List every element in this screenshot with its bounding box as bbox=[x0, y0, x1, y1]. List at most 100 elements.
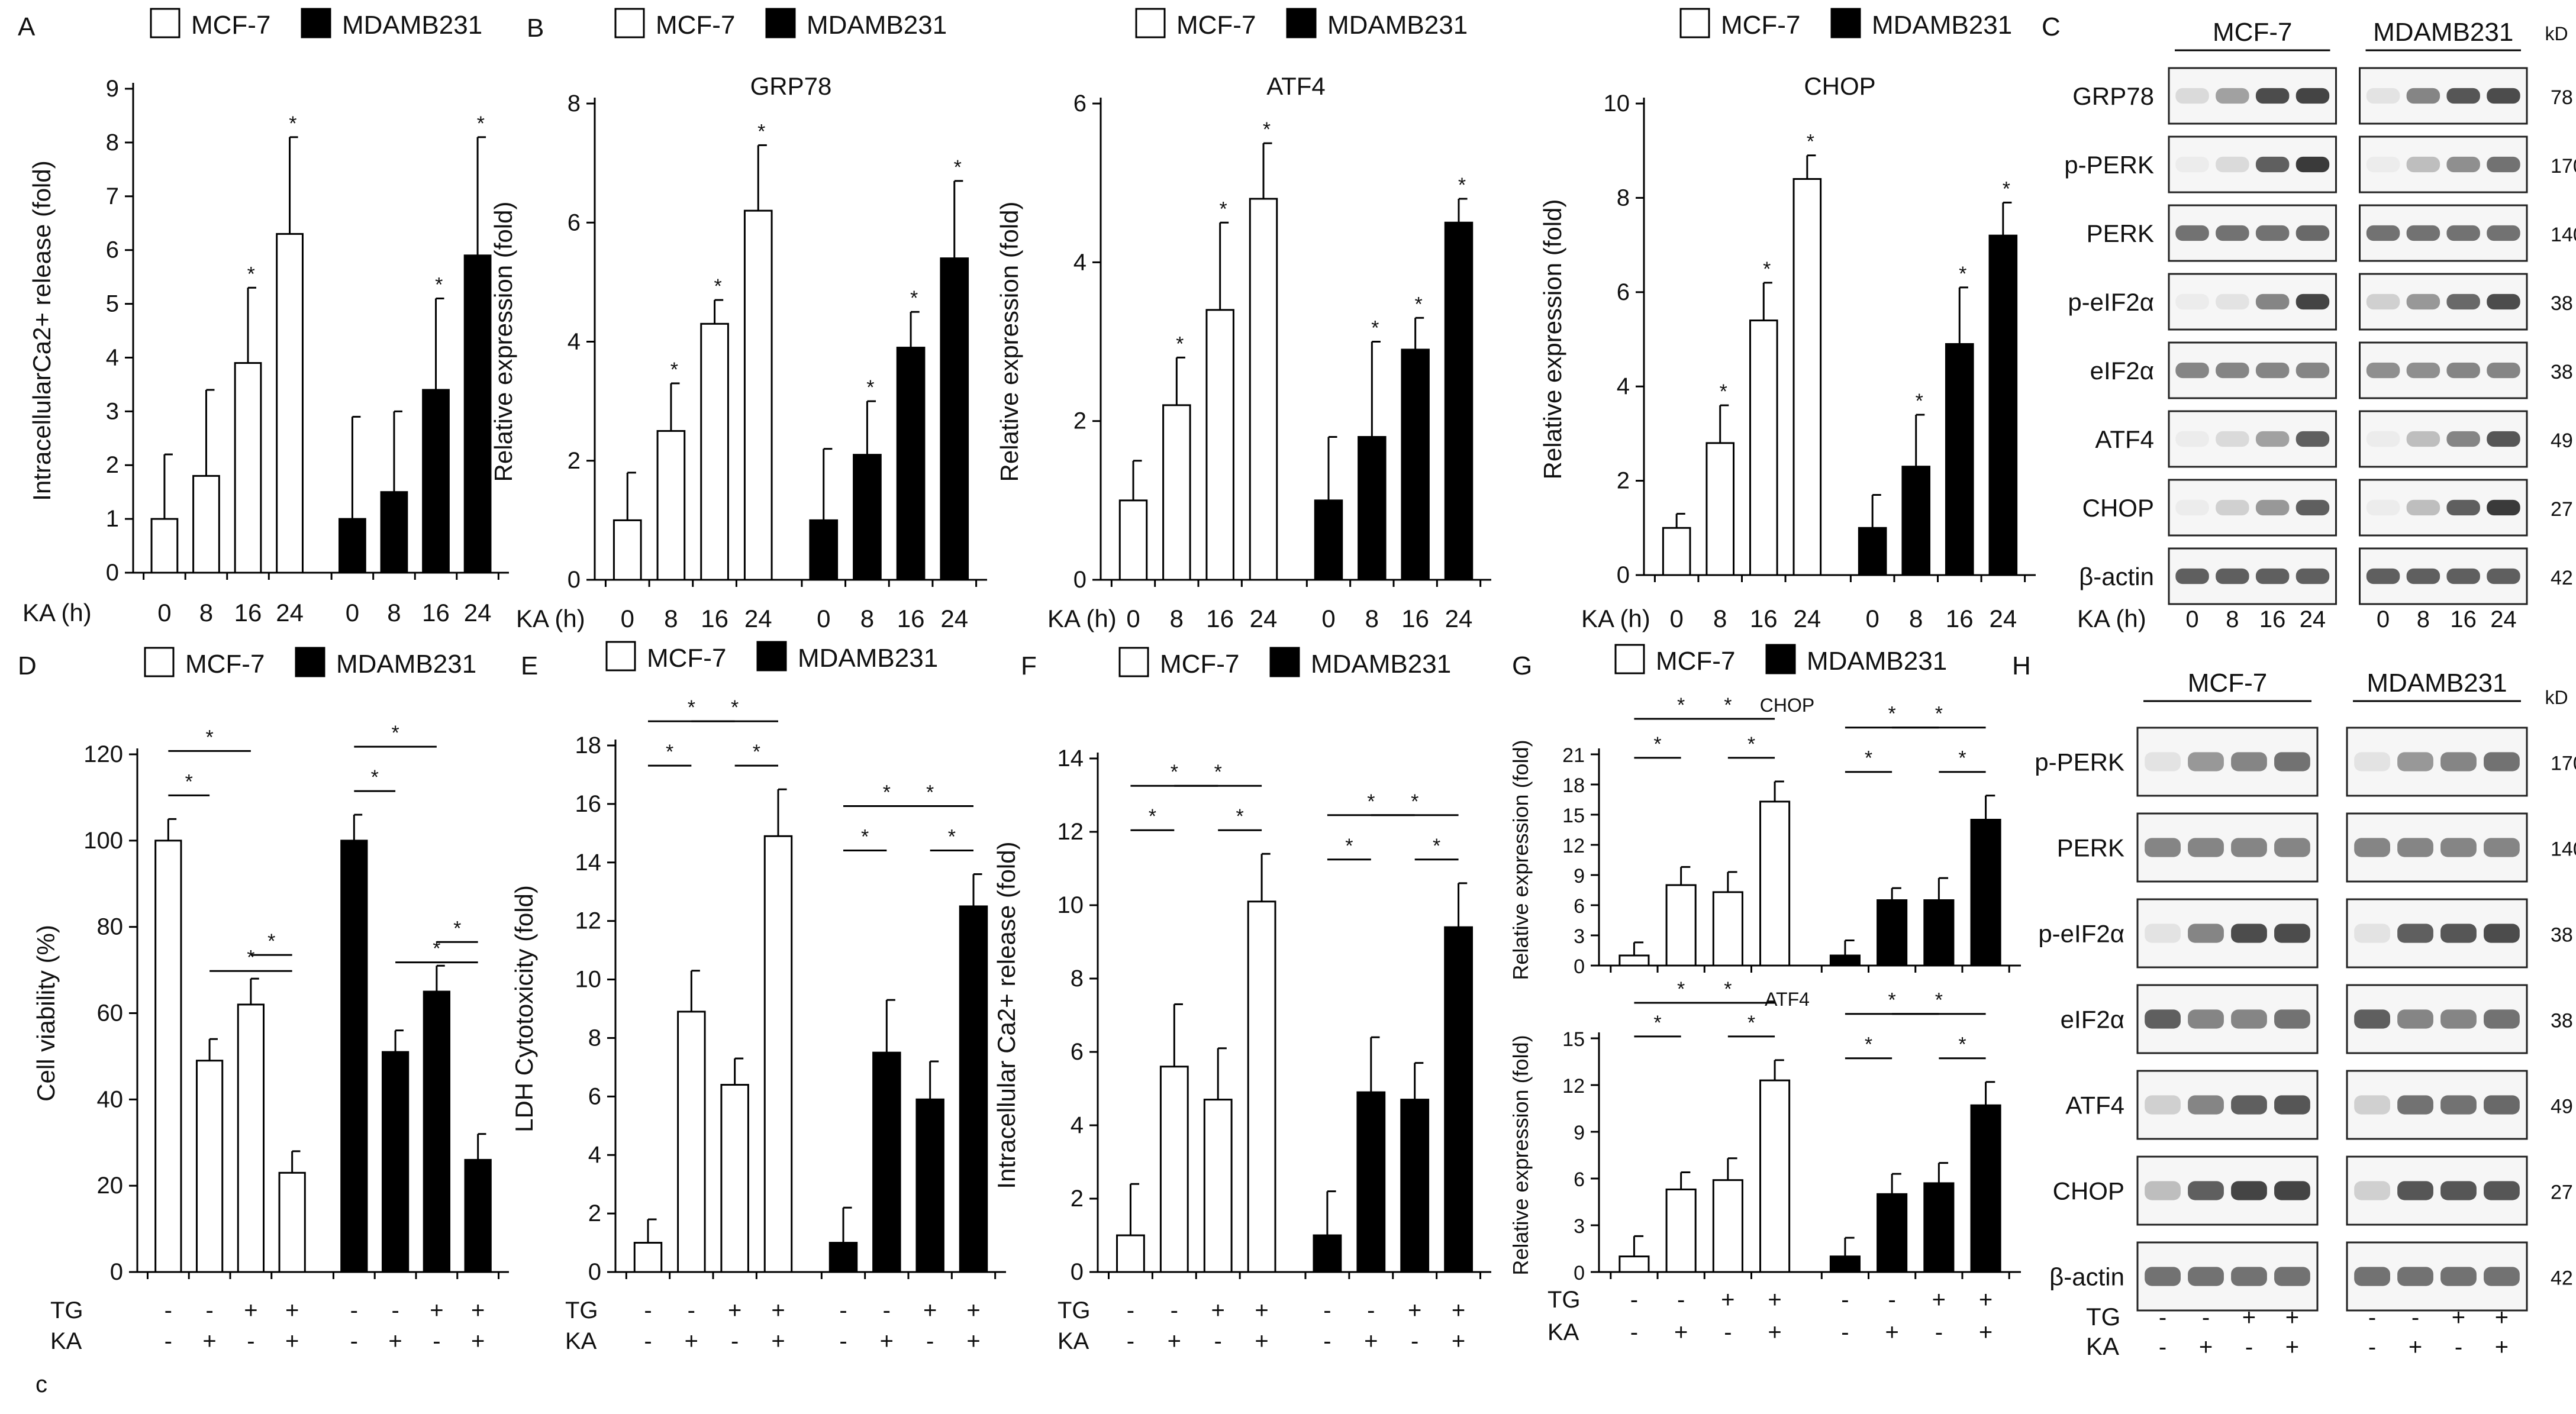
condition-value: - bbox=[2245, 1334, 2253, 1360]
condition-value: - bbox=[247, 1328, 254, 1354]
blot-group-label: MCF-7 bbox=[2213, 18, 2292, 47]
y-axis-label: Relative expression (fold) bbox=[995, 202, 1023, 482]
bar-mdamb231 bbox=[338, 518, 366, 574]
y-tick-label: 2 bbox=[1617, 468, 1630, 494]
y-tick-label: 0 bbox=[110, 1259, 123, 1285]
significance-star: * bbox=[910, 287, 918, 309]
condition-value: - bbox=[433, 1328, 440, 1354]
blot-band bbox=[2484, 838, 2520, 857]
y-tick-label: 0 bbox=[1071, 1259, 1084, 1285]
legend-label-mcf7: MCF-7 bbox=[1160, 650, 1239, 679]
blot-band bbox=[2406, 568, 2440, 585]
significance-star: * bbox=[1763, 258, 1771, 280]
blot-protein-label: β-actin bbox=[2079, 563, 2154, 590]
blot-band bbox=[2484, 1009, 2520, 1029]
condition-value: + bbox=[1452, 1297, 1465, 1323]
condition-row-label: TG bbox=[2086, 1303, 2120, 1331]
condition-value: + bbox=[1674, 1319, 1688, 1345]
legend-swatch-mdamb231 bbox=[1269, 647, 1300, 677]
y-tick-label: 16 bbox=[575, 791, 602, 817]
chart-title: ATF4 bbox=[1266, 72, 1326, 100]
blot-kd-label: 27 bbox=[2551, 498, 2573, 521]
condition-value: 24 bbox=[1250, 605, 1278, 632]
blot-band bbox=[2216, 499, 2249, 516]
significance-star: * bbox=[1371, 317, 1379, 340]
significance-star: * bbox=[954, 156, 962, 179]
y-tick-label: 3 bbox=[106, 398, 119, 424]
blot-membrane bbox=[2168, 135, 2337, 193]
blot-band bbox=[2274, 1095, 2310, 1115]
blot-band bbox=[2145, 924, 2181, 943]
y-tick-label: 2 bbox=[588, 1200, 601, 1226]
condition-value: 0 bbox=[817, 605, 830, 632]
condition-value: + bbox=[2285, 1305, 2299, 1331]
blot-band bbox=[2295, 568, 2330, 585]
legend-swatch-mdamb231 bbox=[1830, 8, 1861, 38]
legend-label-mdamb231: MDAMB231 bbox=[336, 650, 476, 679]
significance-star: * bbox=[883, 782, 891, 804]
significance-star: * bbox=[866, 376, 874, 399]
significance-star: * bbox=[714, 275, 721, 298]
blot-band bbox=[2295, 362, 2330, 379]
condition-value: + bbox=[1255, 1297, 1268, 1323]
condition-row-label: KA bbox=[2086, 1332, 2119, 1360]
blot-band bbox=[2295, 225, 2330, 241]
condition-row-label: KA bbox=[1058, 1328, 1089, 1354]
bar-mdamb231 bbox=[1444, 221, 1474, 581]
condition-value: - bbox=[391, 1297, 399, 1323]
condition-value: 24 bbox=[464, 599, 492, 627]
bar-mcf7 bbox=[1759, 1079, 1791, 1273]
blot-band bbox=[2406, 431, 2440, 447]
bar-mcf7 bbox=[1116, 1234, 1145, 1273]
blot-band bbox=[2446, 431, 2480, 447]
condition-value: 16 bbox=[422, 599, 450, 627]
condition-value: + bbox=[285, 1328, 299, 1354]
condition-value: + bbox=[1408, 1297, 1421, 1323]
condition-value: + bbox=[1168, 1328, 1181, 1354]
blot-band bbox=[2231, 1009, 2267, 1029]
blot-band bbox=[2175, 156, 2209, 173]
y-tick-label: 10 bbox=[575, 967, 602, 993]
condition-value: - bbox=[2455, 1334, 2462, 1360]
blot-kd-label: 42 bbox=[2551, 567, 2573, 589]
significance-star: * bbox=[757, 120, 765, 143]
blot-band bbox=[2446, 225, 2480, 241]
significance-star: * bbox=[1677, 978, 1685, 1000]
blot-band bbox=[2255, 362, 2290, 379]
blot-band bbox=[2175, 293, 2209, 310]
blot-protein-label: eIF2α bbox=[2090, 357, 2154, 385]
bar-mcf7 bbox=[1705, 442, 1735, 576]
y-tick-label: 60 bbox=[97, 1000, 124, 1026]
blot-band bbox=[2487, 362, 2520, 379]
blot-band bbox=[2484, 924, 2520, 943]
bar-mdamb231 bbox=[464, 1158, 492, 1273]
blot-band bbox=[2366, 568, 2400, 585]
y-axis-label: Relative expression (fold) bbox=[1539, 199, 1566, 480]
panel-label: A bbox=[18, 12, 36, 41]
blot-band bbox=[2406, 156, 2440, 173]
y-tick-label: 8 bbox=[106, 130, 119, 156]
condition-value: 0 bbox=[346, 599, 359, 627]
legend-swatch-mcf7 bbox=[605, 641, 636, 672]
bar-mcf7 bbox=[1749, 319, 1778, 576]
condition-value: + bbox=[285, 1297, 299, 1323]
blot-band bbox=[2255, 499, 2290, 516]
y-tick-label: 0 bbox=[1574, 955, 1585, 978]
significance-star: * bbox=[1748, 1012, 1755, 1034]
chart-title: GRP78 bbox=[750, 72, 832, 100]
significance-star: * bbox=[205, 726, 213, 748]
y-tick-label: 6 bbox=[1574, 1168, 1585, 1191]
blot-band bbox=[2446, 156, 2480, 173]
blot-band bbox=[2397, 1181, 2433, 1200]
blot-band bbox=[2484, 752, 2520, 771]
blot-band bbox=[2354, 1009, 2390, 1029]
condition-value: - bbox=[1888, 1287, 1895, 1313]
significance-star: * bbox=[1433, 835, 1440, 857]
blot-unit-label: kD bbox=[2545, 687, 2568, 708]
condition-value: 8 bbox=[664, 605, 678, 632]
y-tick-label: 100 bbox=[83, 828, 123, 854]
blot-band bbox=[2440, 924, 2477, 943]
condition-row-label: TG bbox=[1547, 1287, 1581, 1313]
blot-band bbox=[2255, 88, 2290, 104]
condition-row-label: TG bbox=[1058, 1297, 1091, 1323]
